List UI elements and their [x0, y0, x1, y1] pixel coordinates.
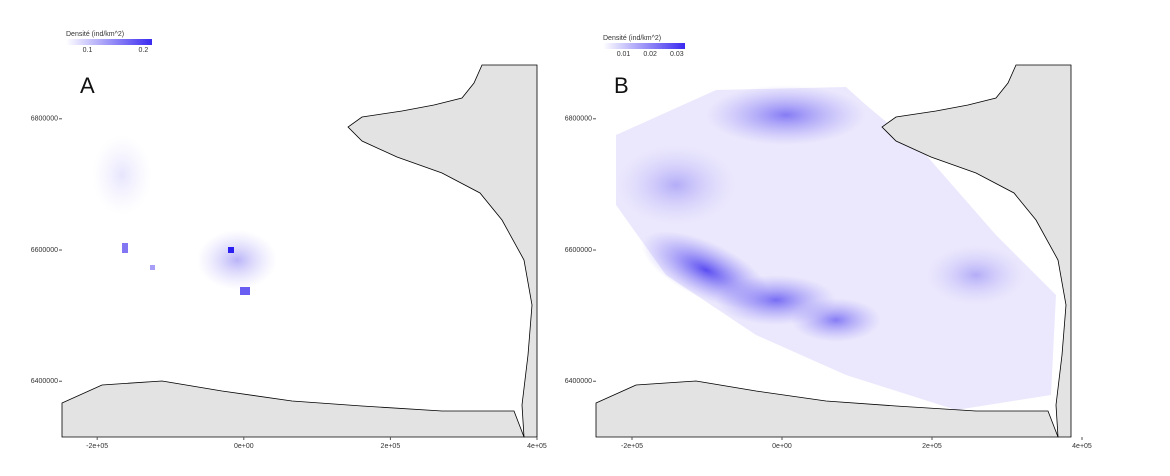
legend-title: Densité (ind/km^2) [66, 31, 124, 38]
x-tick-label: 0e+00 [772, 443, 792, 450]
map-panel [61, 64, 538, 438]
legend-tick-label: 0.2 [139, 47, 149, 54]
x-tick-label: -2e+05 [621, 443, 643, 450]
y-tick-label: 6600000 [565, 247, 592, 254]
density-layer [92, 135, 277, 295]
legend-title: Densité (ind/km^2) [603, 35, 661, 42]
x-tick-label: 4e+05 [1072, 443, 1092, 450]
y-tick-label: 6400000 [565, 378, 592, 385]
legend-tick-label: 0.03 [670, 51, 684, 58]
legend-colorbar [603, 43, 685, 49]
legend-tick-label: 0.1 [83, 47, 93, 54]
x-tick-label: 2e+05 [922, 443, 942, 450]
y-tick-label: 6800000 [31, 116, 58, 123]
legend-colorbar [66, 39, 152, 45]
density-layer [616, 85, 1056, 410]
legend-tick-label: 0.02 [643, 51, 657, 58]
y-tick-label: 6800000 [565, 116, 592, 123]
x-tick-label: 4e+05 [527, 443, 547, 450]
map-panel [595, 64, 1072, 438]
x-tick-label: -2e+05 [86, 443, 108, 450]
y-tick-label: 6600000 [31, 247, 58, 254]
x-tick-label: 2e+05 [381, 443, 401, 450]
panel-label: B [614, 73, 629, 98]
x-tick-label: 0e+00 [234, 443, 254, 450]
y-tick-label: 6400000 [31, 378, 58, 385]
panel-label: A [80, 73, 95, 98]
legend-tick-label: 0.01 [617, 51, 631, 58]
